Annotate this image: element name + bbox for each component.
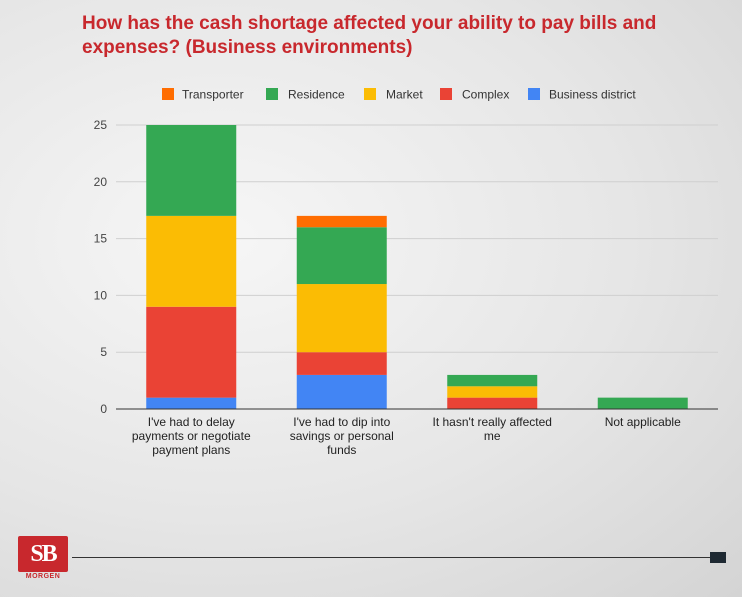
legend: Transporter Residence Market Complex Busines… <box>162 88 636 102</box>
page-marker <box>710 552 726 563</box>
bar-business-district-1 <box>146 397 237 409</box>
bar-market-2 <box>296 284 387 353</box>
logo-mark: SB <box>18 536 68 572</box>
bar-complex-2 <box>296 352 387 375</box>
x-category-label-3-line-2: me <box>484 429 501 443</box>
x-category-label-2-line-1: I've had to dip into <box>293 415 390 429</box>
y-tick-label-25: 25 <box>94 118 108 132</box>
y-tick-label-20: 20 <box>94 175 108 189</box>
bar-residence-1 <box>146 125 237 216</box>
bar-transporter-2 <box>296 215 387 228</box>
legend-swatch-market <box>364 88 376 100</box>
legend-label-business-district: Business district <box>549 88 636 102</box>
legend-swatch-transporter <box>162 88 174 100</box>
sb-morgen-logo: SB MORGEN <box>18 536 68 582</box>
legend-swatch-residence <box>266 88 278 100</box>
x-category-label-1-line-2: payments or negotiate <box>132 429 251 443</box>
y-tick-label-0: 0 <box>100 402 107 416</box>
bar-market-3 <box>447 386 538 398</box>
bar-business-district-2 <box>296 374 387 409</box>
x-category-label-4: Not applicable <box>605 415 681 429</box>
legend-label-residence: Residence <box>288 88 345 102</box>
x-axis: I've had to delay payments or negotiate pa… <box>116 408 718 457</box>
y-tick-label-10: 10 <box>94 288 108 302</box>
x-category-label-2-line-3: funds <box>327 443 356 457</box>
bar-complex-3 <box>447 397 538 409</box>
x-category-label-1: I've had to delay payments or negotiate pa… <box>132 415 251 457</box>
bar-residence-2 <box>296 227 387 285</box>
bars <box>146 125 688 409</box>
x-category-label-2: I've had to dip into savings or personal f… <box>290 415 394 457</box>
y-tick-label-15: 15 <box>94 232 108 246</box>
logo-subtext: MORGEN <box>25 573 61 580</box>
legend-label-complex: Complex <box>462 88 509 102</box>
bar-complex-1 <box>146 306 237 398</box>
x-category-label-1-line-3: payment plans <box>152 443 230 457</box>
bar-residence-3 <box>447 374 538 387</box>
bar-residence-4 <box>597 397 688 409</box>
x-category-label-2-line-2: savings or personal <box>290 429 394 443</box>
chart-title: How has the cash shortage affected your … <box>82 13 657 58</box>
bar-market-1 <box>146 215 237 307</box>
x-category-label-1-line-1: I've had to delay <box>148 415 235 429</box>
y-tick-label-5: 5 <box>100 345 107 359</box>
x-category-label-3-line-1: It hasn't really affected <box>433 415 552 429</box>
legend-label-market: Market <box>386 88 423 102</box>
footer-divider <box>72 557 710 558</box>
legend-swatch-complex <box>440 88 452 100</box>
x-category-label-4-line-1: Not applicable <box>605 415 681 429</box>
legend-swatch-business-district <box>528 88 540 100</box>
y-axis: 0 5 10 15 20 25 <box>94 118 108 416</box>
x-category-label-3: It hasn't really affected me <box>433 415 552 443</box>
legend-label-transporter: Transporter <box>182 88 244 102</box>
